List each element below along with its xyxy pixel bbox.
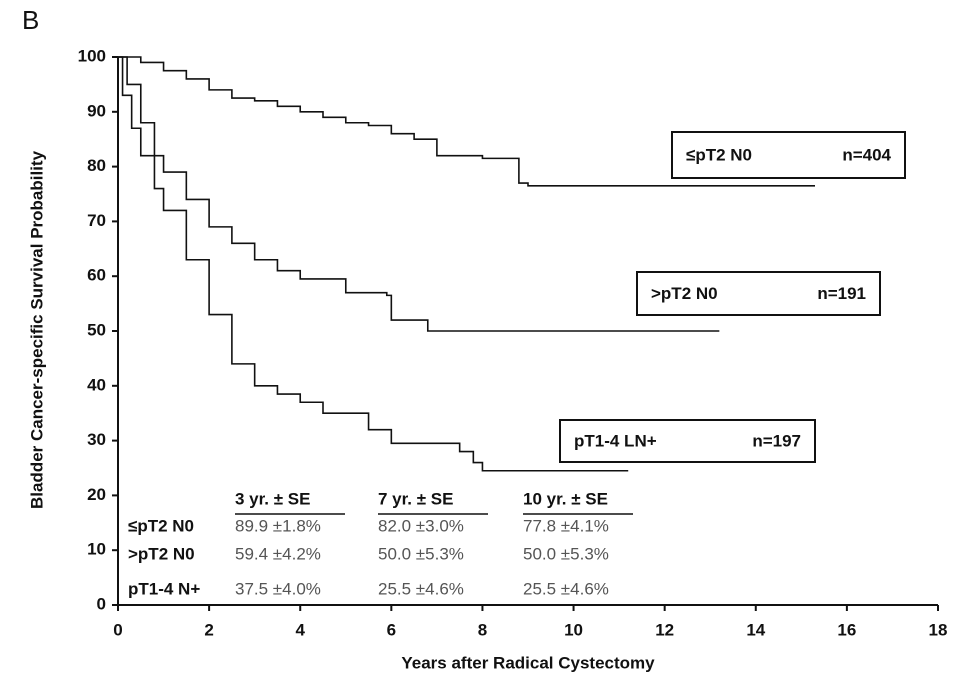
x-tick-label: 10 bbox=[564, 620, 583, 639]
table-header: 10 yr. ± SE bbox=[523, 489, 608, 508]
table-cell: 89.9 ±1.8% bbox=[235, 516, 321, 535]
x-tick-label: 0 bbox=[113, 620, 122, 639]
survival-curve bbox=[118, 56, 815, 187]
y-tick-label: 10 bbox=[87, 540, 106, 559]
x-tick-label: 4 bbox=[295, 620, 305, 639]
x-tick-label: 6 bbox=[387, 620, 396, 639]
legend-box bbox=[671, 131, 906, 179]
y-tick-label: 20 bbox=[87, 485, 106, 504]
y-axis-label: Bladder Cancer-specific Survival Probabi… bbox=[27, 150, 46, 509]
y-tick-label: 80 bbox=[87, 156, 106, 175]
table-cell: 37.5 ±4.0% bbox=[235, 579, 321, 598]
x-tick-label: 8 bbox=[478, 620, 487, 639]
x-tick-label: 18 bbox=[929, 620, 948, 639]
y-tick-label: 40 bbox=[87, 375, 106, 394]
legend-n: n=197 bbox=[752, 431, 801, 450]
table-cell: 25.5 ±4.6% bbox=[378, 579, 464, 598]
y-tick-label: 90 bbox=[87, 101, 106, 120]
x-tick-label: 2 bbox=[204, 620, 213, 639]
table-header: 7 yr. ± SE bbox=[378, 489, 454, 508]
table-cell: 25.5 ±4.6% bbox=[523, 579, 609, 598]
table-cell: 50.0 ±5.3% bbox=[378, 544, 464, 563]
y-tick-label: 0 bbox=[97, 594, 106, 613]
survival-curve bbox=[118, 56, 629, 472]
legend-box bbox=[636, 271, 881, 316]
x-tick-label: 16 bbox=[837, 620, 856, 639]
legend-n: n=191 bbox=[817, 284, 866, 303]
y-tick-label: 100 bbox=[78, 46, 106, 65]
table-cell: 50.0 ±5.3% bbox=[523, 544, 609, 563]
x-axis-label: Years after Radical Cystectomy bbox=[401, 653, 655, 672]
row-label: ≤pT2 N0 bbox=[128, 516, 194, 535]
survival-curve bbox=[118, 56, 720, 332]
table-cell: 82.0 ±3.0% bbox=[378, 516, 464, 535]
legend-name: ≤pT2 N0 bbox=[686, 145, 752, 164]
x-tick-label: 14 bbox=[746, 620, 765, 639]
x-tick-label: 12 bbox=[655, 620, 674, 639]
panel-label: B bbox=[22, 5, 39, 35]
legend-name: >pT2 N0 bbox=[651, 284, 718, 303]
y-tick-label: 50 bbox=[87, 320, 106, 339]
y-tick-label: 30 bbox=[87, 430, 106, 449]
y-tick-label: 70 bbox=[87, 211, 106, 230]
table-cell: 59.4 ±4.2% bbox=[235, 544, 321, 563]
legend-name: pT1-4 LN+ bbox=[574, 431, 657, 450]
y-tick-label: 60 bbox=[87, 266, 106, 285]
legend-box bbox=[559, 419, 816, 463]
row-label: pT1-4 N+ bbox=[128, 579, 200, 598]
table-cell: 77.8 ±4.1% bbox=[523, 516, 609, 535]
row-label: >pT2 N0 bbox=[128, 544, 195, 563]
legend-n: n=404 bbox=[842, 145, 891, 164]
table-header: 3 yr. ± SE bbox=[235, 489, 311, 508]
